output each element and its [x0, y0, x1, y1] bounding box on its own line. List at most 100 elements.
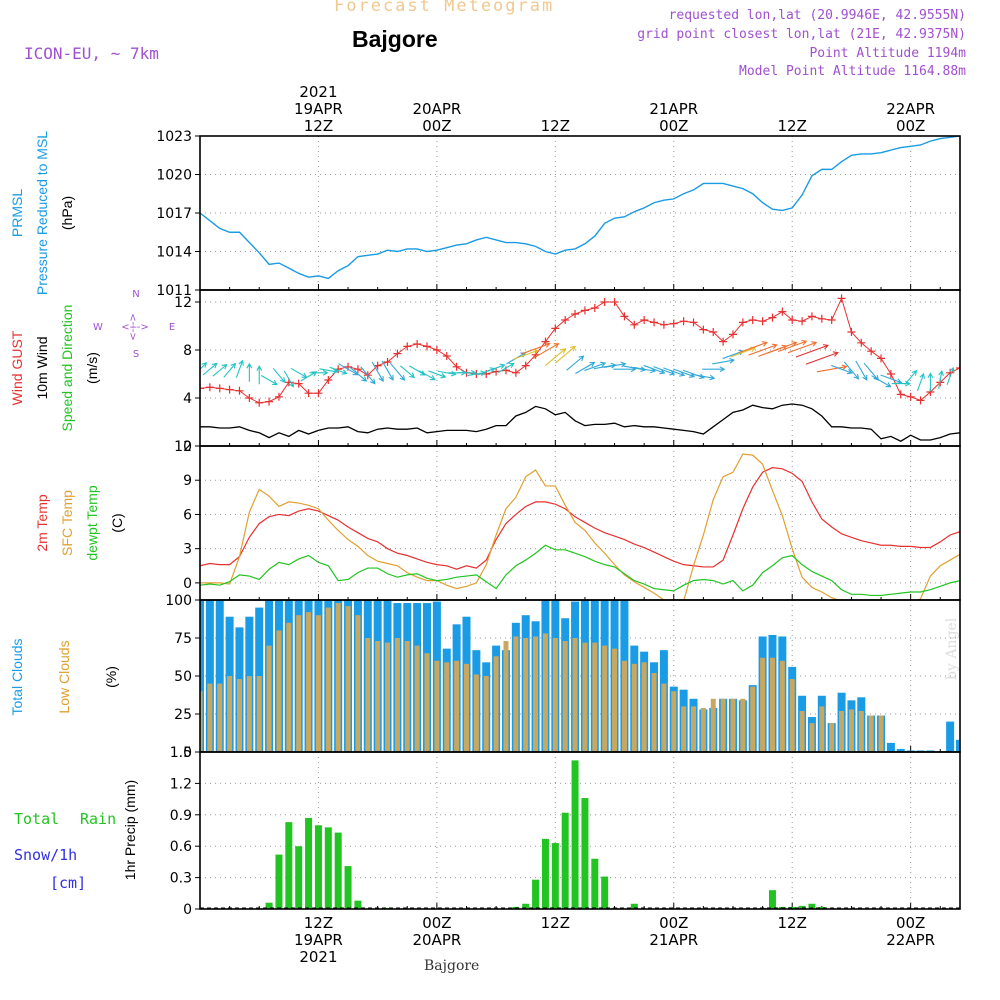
bottom-axis-label: 22APR [886, 931, 935, 949]
gust-marker [294, 379, 303, 388]
wind-arrow [389, 362, 406, 381]
wind-arrow [575, 361, 596, 374]
wind-arrow [349, 366, 368, 382]
wind-arrow [497, 362, 515, 373]
low-cloud-bar [809, 723, 815, 752]
temp-sfc-line [200, 453, 960, 600]
rain-bar [324, 827, 332, 909]
y-tick-label: 0 [183, 902, 192, 918]
wind-arrow [329, 366, 348, 375]
bottom-axis-label: 20APR [412, 931, 461, 949]
wind-arrow [603, 361, 627, 369]
gust-marker [551, 324, 560, 333]
rain-bar [265, 902, 273, 909]
gust-marker [610, 298, 619, 306]
gust-marker [442, 352, 451, 360]
wind-arrow [554, 345, 577, 364]
y-tick-label: 1014 [156, 245, 192, 261]
wind-arrow [768, 341, 798, 354]
gust-line [200, 296, 960, 404]
total-cloud-bar [215, 600, 224, 752]
gust-marker [274, 392, 283, 401]
wind-label: 10m Wind [34, 336, 50, 399]
temp-label: 2m Temp [34, 494, 50, 552]
low-cloud-bar [463, 663, 469, 752]
pressure-label: Pressure Reduced to MSL [34, 131, 50, 295]
temp-label: dewpt Temp [84, 485, 100, 560]
rain-bar [305, 817, 313, 909]
wind-arrow [927, 372, 934, 392]
compass-ew-arrow: <---> [121, 322, 149, 333]
low-cloud-bar [315, 615, 321, 752]
wind-arrow [855, 360, 868, 381]
gust-marker [867, 347, 876, 356]
gust-marker [235, 386, 244, 395]
wind-arrow [223, 362, 237, 378]
gust-marker [689, 318, 698, 327]
low-cloud-bar [345, 606, 351, 752]
panel-temperature-grid: 0 3 6 9 12 [174, 439, 960, 600]
wind-arrow [712, 357, 736, 365]
gust-marker [205, 383, 214, 392]
wind-arrow [702, 366, 726, 373]
top-axis-label: 20APR [412, 100, 461, 118]
y-tick-label: 0.9 [170, 808, 192, 824]
temp-label: SFC Temp [59, 490, 75, 556]
low-cloud-bar [246, 676, 252, 752]
bottom-axis-label: 21APR [649, 931, 698, 949]
rain-bar [818, 906, 826, 909]
panel-frame-precipitation [199, 751, 961, 910]
low-cloud-bar [631, 663, 637, 752]
low-cloud-bar [602, 645, 608, 752]
wind-arrow [584, 361, 607, 372]
low-cloud-bar [878, 715, 884, 752]
chart-title: Forecast Meteogram [334, 0, 555, 16]
wind-arrow [816, 364, 848, 373]
wind-arrow [682, 369, 705, 380]
low-cloud-bar [671, 691, 677, 752]
precip-axis-label: 1hr Precip (mm) [122, 780, 138, 880]
bottom-axis-label: 00Z [896, 914, 925, 932]
rain-bar [808, 903, 816, 909]
rain-bar [532, 879, 540, 909]
low-cloud-bar [325, 607, 331, 752]
gust-marker [304, 389, 313, 398]
low-cloud-bar [848, 709, 854, 752]
clouds-label: Total Clouds [9, 638, 25, 715]
wind-arrow [831, 364, 853, 375]
low-cloud-bar [691, 706, 697, 752]
pressure-label: PRMSL [9, 189, 25, 237]
precip-cm-label: [cm] [50, 874, 87, 892]
rain-bar [591, 858, 599, 909]
low-cloud-bar [681, 706, 687, 752]
low-cloud-bar [799, 710, 805, 752]
rain-bar [541, 838, 549, 909]
y-tick-label: 1020 [156, 168, 192, 184]
wind-arrow [777, 339, 808, 353]
low-cloud-bar [394, 638, 400, 752]
low-cloud-bar [730, 698, 736, 752]
wind-arrow [795, 344, 830, 358]
gust-marker [788, 316, 797, 324]
precip-total-label: Total [14, 810, 60, 828]
gust-marker [393, 349, 402, 358]
rain-bar [314, 825, 322, 909]
y-tick-label: 25 [174, 707, 192, 723]
low-cloud-bar [651, 672, 657, 752]
panel-frame-temperature [199, 445, 961, 601]
wind-arrow [300, 371, 318, 382]
rain-bar [344, 866, 352, 909]
low-cloud-bar [335, 603, 341, 752]
total-cloud-bar [886, 742, 895, 752]
low-cloud-bar [493, 656, 499, 752]
top-axis-label: 12Z [541, 117, 570, 135]
low-cloud-bar [582, 642, 588, 752]
wind-arrow [381, 360, 394, 381]
low-cloud-bar [789, 679, 795, 752]
low-cloud-bar [700, 707, 706, 752]
gust-marker [571, 310, 580, 318]
wind-arrow [843, 361, 860, 380]
gust-marker [255, 398, 264, 407]
low-cloud-bar [829, 723, 835, 752]
rain-bar [561, 812, 569, 909]
